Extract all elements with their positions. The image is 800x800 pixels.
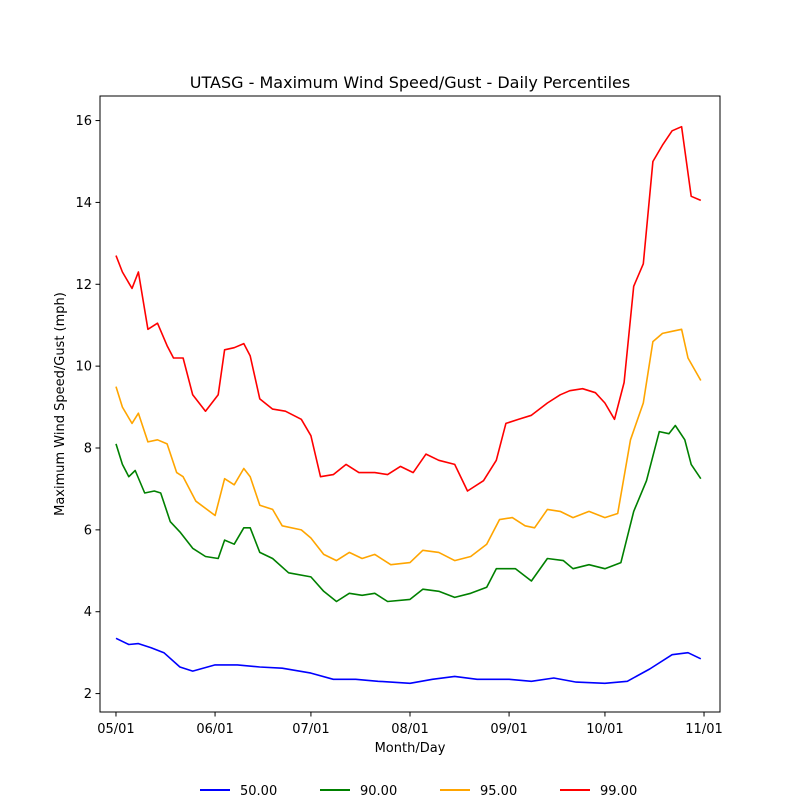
x-axis-label: Month/Day <box>375 741 446 756</box>
x-axis: 05/01 06/01 07/01 08/01 09/01 10/01 11/01 <box>97 712 723 737</box>
y-tick-label: 10 <box>75 360 92 375</box>
legend-label: 50.00 <box>240 784 277 799</box>
plot-area <box>115 125 702 685</box>
legend-label: 95.00 <box>480 784 517 799</box>
chart-title: UTASG - Maximum Wind Speed/Gust - Daily … <box>190 73 630 92</box>
y-tick-label: 14 <box>75 196 92 211</box>
series-line-99-00 <box>115 125 702 492</box>
y-tick-label: 6 <box>84 523 92 538</box>
legend-label: 99.00 <box>600 784 637 799</box>
x-tick-label: 11/01 <box>685 722 722 737</box>
x-tick-label: 06/01 <box>196 722 233 737</box>
y-tick-label: 8 <box>84 442 92 457</box>
x-tick-label: 09/01 <box>490 722 527 737</box>
legend: 50.00 90.00 95.00 99.00 <box>200 784 637 799</box>
y-tick-label: 16 <box>75 114 92 129</box>
y-axis: 2 4 6 8 10 12 14 16 <box>75 114 100 702</box>
x-tick-label: 05/01 <box>97 722 134 737</box>
y-tick-label: 2 <box>84 687 92 702</box>
series-line-95-00 <box>115 328 702 566</box>
y-tick-label: 4 <box>84 605 92 620</box>
x-tick-label: 07/01 <box>292 722 329 737</box>
y-tick-label: 12 <box>75 278 92 293</box>
series-line-90-00 <box>115 424 702 603</box>
plot-frame <box>99 95 721 713</box>
legend-label: 90.00 <box>360 784 397 799</box>
x-tick-label: 08/01 <box>391 722 428 737</box>
y-axis-label: Maximum Wind Speed/Gust (mph) <box>53 292 68 516</box>
x-tick-label: 10/01 <box>586 722 623 737</box>
series-line-50-00 <box>115 637 702 685</box>
